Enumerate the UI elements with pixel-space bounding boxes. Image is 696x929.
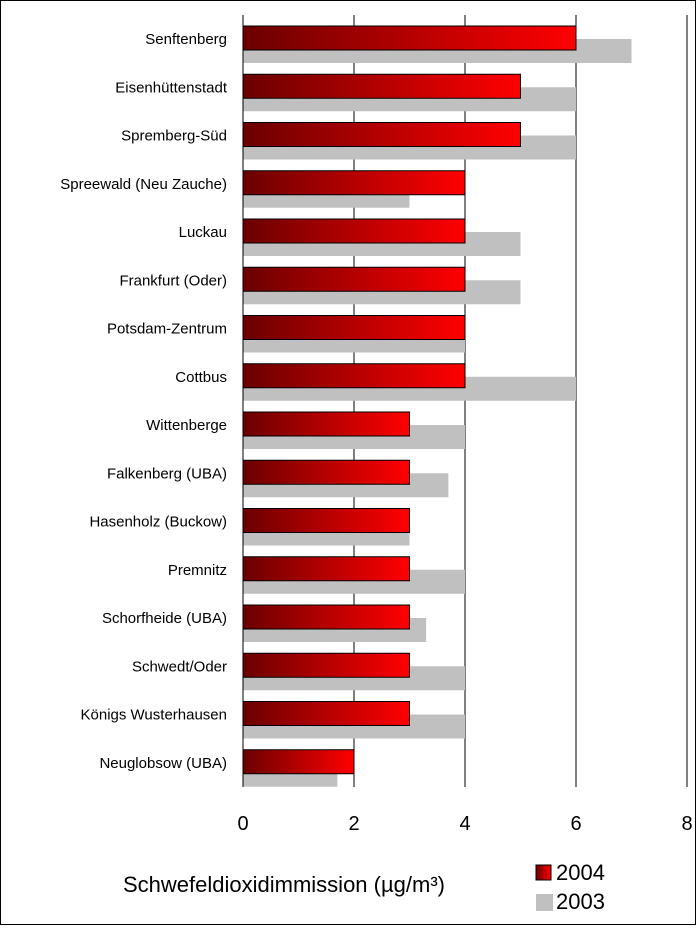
bar-2004-6 xyxy=(242,315,466,340)
category-label-3: Spreewald (Neu Zauche) xyxy=(60,176,227,193)
bars xyxy=(242,25,632,787)
bar-2004-8 xyxy=(242,411,410,437)
category-label-1: Eisenhüttenstadt xyxy=(115,79,228,96)
legend: 2004 2003 xyxy=(535,860,605,914)
bar-2004-4 xyxy=(242,218,466,244)
category-label-5: Frankfurt (Oder) xyxy=(119,272,227,289)
x-tick-8: 8 xyxy=(681,813,692,835)
bar-2004-5 xyxy=(242,266,466,292)
category-labels: Senftenberg Eisenhüttenstadt Spremberg-Süd… xyxy=(60,31,228,772)
bar-2004-10 xyxy=(242,508,410,533)
x-tick-labels: 0 2 4 6 8 xyxy=(237,813,692,835)
legend-swatch-2003 xyxy=(536,894,553,911)
legend-label-2003: 2003 xyxy=(556,889,605,914)
bar-2004-3 xyxy=(242,170,466,196)
x-axis-label: Schwefeldioxidimmission (µg/m³) xyxy=(123,872,445,897)
category-label-8: Wittenberge xyxy=(146,417,227,434)
bar-2004-0 xyxy=(242,25,577,51)
category-label-4: Luckau xyxy=(179,224,227,241)
x-tick-0: 0 xyxy=(237,813,248,835)
x-tick-2: 2 xyxy=(348,813,359,835)
bar-2004-9 xyxy=(242,459,410,485)
x-tick-4: 4 xyxy=(459,813,470,835)
category-label-14: Königs Wusterhausen xyxy=(81,707,227,724)
category-label-12: Schorfheide (UBA) xyxy=(102,610,227,627)
bar-2004-1 xyxy=(242,73,521,99)
category-label-7: Cottbus xyxy=(175,369,227,386)
category-label-9: Falkenberg (UBA) xyxy=(107,465,227,482)
category-label-15: Neuglobsow (UBA) xyxy=(99,755,227,772)
category-label-11: Premnitz xyxy=(168,562,227,579)
bar-2004-14 xyxy=(242,701,410,726)
category-label-10: Hasenholz (Buckow) xyxy=(89,514,227,531)
category-label-13: Schwedt/Oder xyxy=(132,658,227,675)
bar-2004-11 xyxy=(242,556,410,582)
bar-2004-13 xyxy=(242,652,410,678)
legend-label-2004: 2004 xyxy=(556,860,605,885)
bar-2004-12 xyxy=(242,604,410,630)
bar-2004-2 xyxy=(242,122,521,147)
bar-2004-7 xyxy=(242,363,466,389)
category-label-6: Potsdam-Zentrum xyxy=(107,321,227,338)
category-label-0: Senftenberg xyxy=(145,31,227,48)
bar-2004-15 xyxy=(242,749,355,775)
category-label-2: Spremberg-Süd xyxy=(121,128,227,145)
legend-swatch-2004 xyxy=(535,864,552,881)
x-tick-6: 6 xyxy=(570,813,581,835)
